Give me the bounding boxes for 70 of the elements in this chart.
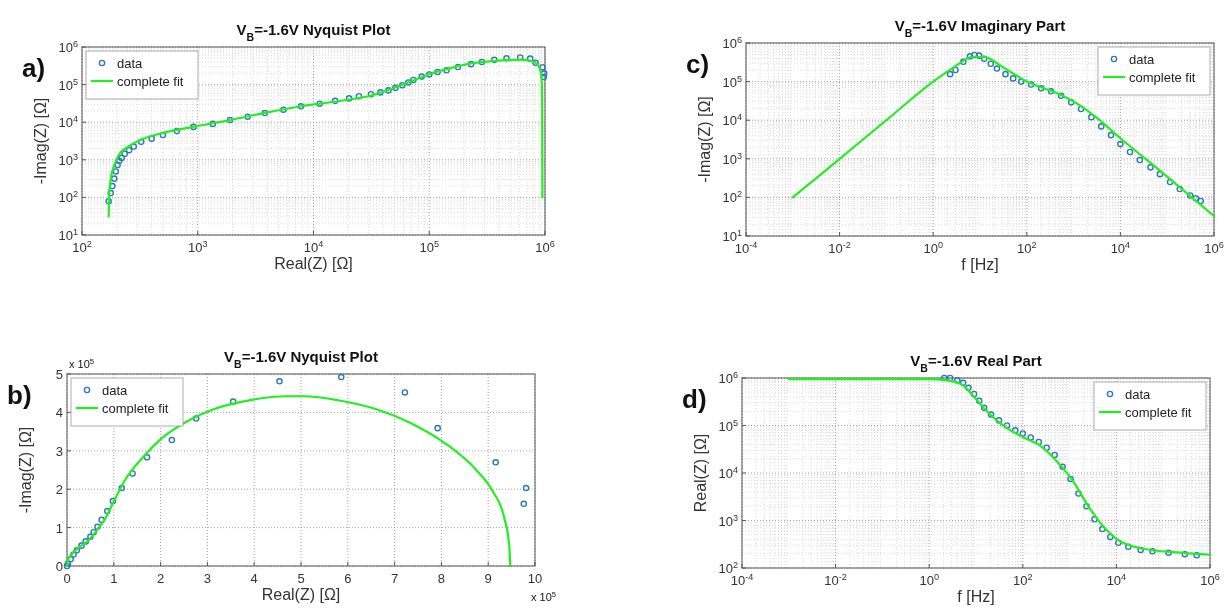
y-tick-label: 2 [55, 482, 63, 498]
x-tick-label: 10$^{-2}$ [828, 240, 851, 256]
y-tick-label: 4 [55, 405, 63, 421]
legend-label: complete fit [117, 74, 184, 89]
x-tick-label: 10$^{6}$ [1204, 240, 1224, 256]
x-tick-label: 10$^{5}$ [419, 239, 440, 255]
x-tick-label: 10$^{4}$ [1110, 240, 1131, 256]
y-tick-label: 10$^{6}$ [722, 35, 742, 51]
x-tick-label: 10$^{3}$ [187, 239, 208, 255]
text: x 10$^{5}$ [69, 356, 95, 370]
x-tick-label: 7 [390, 571, 399, 586]
legend-label: data [102, 383, 129, 398]
y-tick-label: 10$^{2}$ [722, 189, 742, 206]
text: b) [7, 380, 32, 410]
legend-label: complete fit [102, 401, 169, 416]
text: x 10$^{5}$ [531, 589, 557, 603]
text: c) [686, 49, 710, 79]
y-tick-label: 10$^{4}$ [718, 465, 738, 481]
legend-label: data [1125, 387, 1152, 402]
y-tick-label: 10$^{5}$ [58, 76, 78, 93]
x-tick-label: 10$^{-2}$ [824, 572, 847, 588]
x-tick-label: 8 [437, 571, 446, 586]
x-axis-title: Real(Z) [Ω] [261, 586, 341, 603]
x-tick-label: 10$^{2}$ [1013, 572, 1033, 588]
text: d) [682, 384, 707, 414]
x-tick-label: 4 [250, 571, 258, 586]
y-axis-title: -Imag(Z) [Ω] [696, 96, 713, 183]
y-tick-label: 1 [55, 520, 63, 536]
x-tick-label: 10$^{6}$ [1200, 572, 1220, 588]
y-tick-label: 10$^{5}$ [722, 73, 742, 90]
x-tick-label: 3 [203, 571, 212, 586]
x-tick-label: 6 [344, 571, 352, 586]
text: a) [22, 53, 46, 83]
x-tick-label: 10$^{4}$ [1106, 572, 1127, 588]
x-axis-title: f [Hz] [961, 256, 999, 273]
y-tick-label: 10$^{5}$ [718, 417, 738, 434]
x-tick-label: 10$^{0}$ [919, 572, 939, 588]
legend-label: complete fit [1129, 70, 1196, 85]
y-tick-label: 10$^{3}$ [722, 150, 742, 167]
y-tick-label: 0 [55, 559, 63, 574]
y-axis-title: -Imag(Z) [Ω] [32, 97, 49, 185]
y-axis-title: -Imag(Z) [Ω] [17, 426, 34, 514]
x-axis-title: Real(Z) [Ω] [274, 255, 353, 272]
chart-title: V$_{B}$=-1.6V Nyquist Plot [224, 348, 378, 370]
y-tick-label: 10$^{6}$ [718, 370, 738, 386]
legend-label: data [1129, 52, 1156, 67]
legend-label: data [117, 56, 144, 71]
x-tick-label: 5 [297, 571, 305, 586]
chart-title: V$_{B}$=-1.6V Nyquist Plot [236, 21, 391, 43]
y-tick-label: 10$^{3}$ [718, 512, 738, 529]
chart-title: V$_{B}$=-1.6V Imaginary Part [894, 17, 1066, 39]
x-tick-label: 10$^{0}$ [923, 240, 943, 256]
x-tick-label: 10$^{4}$ [303, 239, 324, 255]
y-tick-label: 10$^{6}$ [58, 39, 78, 55]
y-tick-label: 10$^{4}$ [722, 112, 742, 129]
y-tick-label: 10$^{4}$ [58, 114, 78, 131]
legend-label: complete fit [1125, 405, 1192, 420]
chart-title: V$_{B}$=-1.6V Real Part [910, 352, 1042, 374]
y-axis-title: Real(Z) [Ω] [692, 433, 709, 513]
y-tick-label: 10$^{3}$ [58, 151, 78, 168]
x-tick-label: 1 [110, 571, 118, 586]
x-tick-label: 2 [156, 571, 165, 586]
x-tick-label: 9 [484, 571, 492, 586]
x-tick-label: 10 [527, 571, 543, 586]
y-tick-label: 3 [55, 443, 63, 459]
x-tick-label: 10$^{6}$ [535, 239, 555, 255]
x-tick-label: 10$^{2}$ [1017, 240, 1037, 256]
y-tick-label: 5 [55, 367, 63, 382]
x-axis-title: f [Hz] [957, 588, 995, 605]
y-tick-label: 10$^{2}$ [58, 189, 78, 206]
